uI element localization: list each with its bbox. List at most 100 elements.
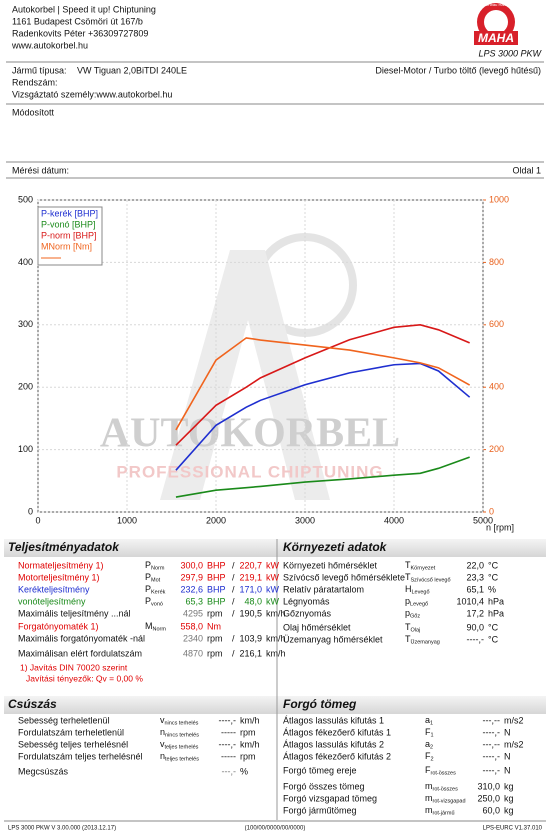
header-line: www.autokorbel.hu <box>11 40 88 50</box>
symbol: HLevegő <box>405 584 430 596</box>
y-tick-label: 0 <box>28 506 33 516</box>
row-label: Forgó tömeg ereje <box>283 765 357 775</box>
legend-entry: P-norm [BHP] <box>41 230 97 240</box>
symbol: mrot-vizsgapad <box>425 793 466 805</box>
symbol: mrot-összes <box>425 781 458 793</box>
row-unit: hPa <box>488 596 504 606</box>
y2-tick-label: 400 <box>489 382 504 392</box>
logo-text: MAHA <box>478 31 514 45</box>
symbol-main: m <box>425 793 433 803</box>
symbol-main: p <box>405 596 410 606</box>
symbol-main: P <box>145 584 151 594</box>
x-tick-label: 4000 <box>384 515 404 525</box>
row-unit: rpm <box>207 608 223 618</box>
row-unit: kg <box>504 805 514 815</box>
row-value: 171,0 <box>239 584 262 594</box>
section-title: Forgó tömeg <box>283 697 357 711</box>
value: VW Tiguan 2,0BiTDI 240LE <box>77 65 187 75</box>
row-label: Forgatónyomaték 1) <box>18 621 99 631</box>
header-line: Autokorbel | Speed it up! Chiptuning <box>12 4 156 14</box>
row-value: 22,0 <box>466 560 484 570</box>
symbol-sub: rot-összes <box>433 787 459 793</box>
symbol-main: F <box>425 765 431 775</box>
symbol-sub: Norm <box>151 566 165 572</box>
row-unit: BHP <box>207 584 226 594</box>
row-label: Fordulatszám teljes terhelésnél <box>18 751 143 761</box>
row-value: 65,3 <box>185 596 203 606</box>
row-unit: °C <box>488 634 499 644</box>
row-unit: % <box>488 584 496 594</box>
symbol-main: T <box>405 622 411 632</box>
header-line: Radenkovits Péter +36309727809 <box>12 28 148 38</box>
row-label: Relatív páratartalom <box>283 584 364 594</box>
row-label: Légnyomás <box>283 596 330 606</box>
symbol-sub: Mot <box>151 578 161 584</box>
row-unit: BHP <box>207 560 226 570</box>
symbol-main: v <box>160 715 165 725</box>
row-value: ----,- <box>483 727 501 737</box>
symbol: vnincs terhelés <box>160 715 199 727</box>
symbol-sub: Üzemanyag <box>411 639 440 646</box>
page-number: Oldal 1 <box>512 165 541 175</box>
section-title: Teljesítményadatok <box>8 540 120 554</box>
row-label: Gőznyomás <box>283 608 332 618</box>
row-label: Maximális teljesítmény ...nál <box>18 608 131 618</box>
symbol: PNorm <box>145 560 165 572</box>
row-unit: m/s2 <box>504 739 524 749</box>
symbol-sub: Norm <box>153 627 167 633</box>
x-tick-label: 3000 <box>295 515 315 525</box>
symbol-main: m <box>425 805 433 815</box>
row-value: ----,- <box>483 751 501 761</box>
row-unit: °C <box>488 572 499 582</box>
row-value: 310,0 <box>477 781 500 791</box>
symbol-main: p <box>405 608 410 618</box>
row-unit: °C <box>488 622 499 632</box>
separator: / <box>232 560 235 570</box>
row-label: Kerékteljesítmény <box>18 584 90 594</box>
symbol: Pvonó <box>145 596 163 608</box>
y2-tick-label: 1000 <box>489 194 509 204</box>
y2-tick-label: 0 <box>489 506 494 516</box>
row-value: 232,6 <box>180 584 203 594</box>
row-value: 300,0 <box>180 560 203 570</box>
symbol-sub: rot-vizsgapad <box>433 799 466 805</box>
row-value: ----,- <box>219 739 237 749</box>
symbol-sub: 2 <box>430 745 433 751</box>
row-value: 250,0 <box>477 793 500 803</box>
row-label: Normateljesítmény 1) <box>18 560 104 570</box>
row-value: 220,7 <box>239 560 262 570</box>
row-unit: BHP <box>207 596 226 606</box>
row-label: Motorteljesítmény 1) <box>18 572 100 582</box>
y2-tick-label: 800 <box>489 257 504 267</box>
symbol-main: P <box>145 560 151 570</box>
symbol-main: m <box>425 781 433 791</box>
row-value: 90,0 <box>466 622 484 632</box>
symbol: pLevegő <box>405 596 428 608</box>
row-unit: hPa <box>488 608 504 618</box>
symbol-sub: teljes terhelés <box>165 745 199 751</box>
label: Módosított <box>12 107 55 117</box>
row-label: Maximális forgatónyomaték -nál <box>18 633 145 643</box>
section-title: Környezeti adatok <box>283 540 388 554</box>
row-label: Maximálisan elért fordulatszám <box>18 648 142 658</box>
symbol-sub: Gőz <box>410 614 420 620</box>
footer-text: (100/00/0000/00/0000) <box>245 826 306 832</box>
separator: / <box>232 633 235 643</box>
symbol: Frot-összes <box>425 765 456 777</box>
watermark-a <box>160 250 330 500</box>
row-unit: rpm <box>207 633 223 643</box>
symbol: F2 <box>425 751 434 763</box>
x-tick-label: 2000 <box>206 515 226 525</box>
row-value: 2340 <box>183 633 203 643</box>
logo-plate <box>474 31 518 45</box>
label: Rendszám: <box>12 77 58 87</box>
row-label: Átlagos fékezőerő kifutás 2 <box>283 751 391 761</box>
symbol: PMot <box>145 572 161 584</box>
row-label: Környezeti hőmérséklet <box>283 560 378 570</box>
row-label: Átlagos lassulás kifutás 1 <box>283 715 384 725</box>
symbol-sub: Olaj <box>411 628 421 634</box>
row-label: Üzemanyag hőmérséklet <box>283 634 383 644</box>
section-band <box>4 696 546 714</box>
row-unit: kW <box>266 596 280 606</box>
